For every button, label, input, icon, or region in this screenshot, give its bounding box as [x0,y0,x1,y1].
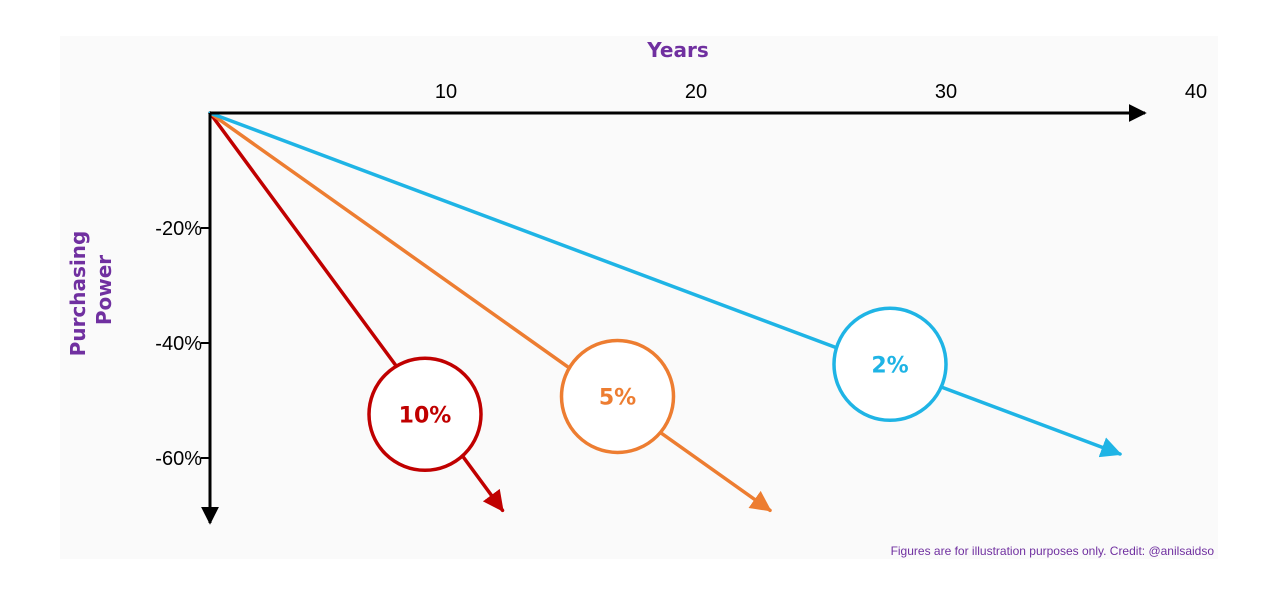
x-tick-label: 10 [435,81,457,103]
rate-badge-5% [559,338,676,455]
y-axis-title-line-1: Purchasing [66,231,90,357]
series-line-2% [208,111,1122,458]
rate-badge-10% [367,356,483,473]
y-axis-title: Purchasing Power [66,224,116,357]
badge-layer: 10% 5% 2% [367,306,948,473]
y-tick-label: -60% [155,448,202,470]
x-axis-title: Years [646,38,708,62]
y-tick-label: -20% [155,218,202,240]
y-axis-title-line-2: Power [92,255,116,325]
x-tick-label: 40 [1185,81,1207,103]
axis-layer: 10 20 30 40 -20% -40% -60% [155,81,1207,525]
x-tick-label: 30 [935,81,957,103]
rate-label-2%: 2% [871,353,908,378]
series-layer [208,111,1122,513]
x-tick-label: 20 [685,81,707,103]
footnote: Figures are for illustration purposes on… [891,544,1215,558]
rate-badge-2% [832,306,948,423]
rate-label-10%: 10% [399,403,452,428]
chart-panel [60,36,1218,559]
rate-label-5%: 5% [599,385,636,410]
series-line-5% [208,111,772,513]
y-tick-label: -40% [155,333,202,355]
